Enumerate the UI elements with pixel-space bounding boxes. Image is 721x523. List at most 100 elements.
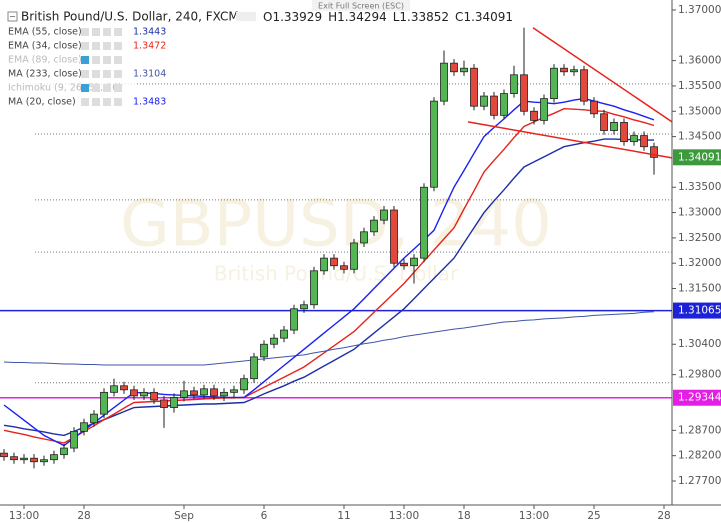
y-tick-label: 1.34500 <box>678 131 721 143</box>
x-tick-label: 13:00 <box>519 510 549 522</box>
legend-icon[interactable] <box>114 28 122 36</box>
candle-body <box>580 69 588 102</box>
legend-icon[interactable] <box>114 70 122 78</box>
candle-body <box>410 257 418 267</box>
candle-body <box>450 62 458 73</box>
legend-icon[interactable] <box>81 98 89 106</box>
candle-body <box>650 146 658 158</box>
x-tick-label: 11 <box>337 510 350 522</box>
legend-icon[interactable] <box>92 28 100 36</box>
candle-body <box>640 135 648 148</box>
legend-icon[interactable] <box>81 84 89 92</box>
y-tick-label: 1.35000 <box>678 105 721 117</box>
price-tag <box>673 389 721 406</box>
candle-body <box>10 456 18 461</box>
y-tick-label: 1.31500 <box>678 283 721 295</box>
candle-body <box>150 391 158 401</box>
candle-body <box>160 399 168 408</box>
legend-icon[interactable] <box>114 56 122 64</box>
y-tick-label: 1.27700 <box>678 475 721 487</box>
x-tick-label: 25 <box>587 510 600 522</box>
candle-body <box>230 389 238 393</box>
candle-body <box>320 257 328 272</box>
legend-icon[interactable] <box>103 98 111 106</box>
candle-body <box>510 74 518 94</box>
candle-body <box>500 93 508 116</box>
candle-body <box>520 74 528 112</box>
trendline <box>532 27 673 123</box>
y-tick-label: 1.28200 <box>678 450 721 462</box>
candle-body <box>110 385 118 393</box>
exit-fullscreen-button[interactable] <box>312 0 410 11</box>
candle-body <box>570 69 578 73</box>
legend-name: EMA (34, close) <box>8 41 82 52</box>
candle-body <box>360 231 368 244</box>
legend-icon[interactable] <box>92 56 100 64</box>
price-tag-label: 1.34091 <box>678 151 721 163</box>
candle-body <box>390 209 398 264</box>
candle-body <box>130 389 138 397</box>
candle-body <box>60 447 68 456</box>
candle-body <box>170 397 178 408</box>
legend-icon[interactable] <box>114 42 122 50</box>
legend-name: Ichimoku (9, 26, 52, 26) <box>8 83 122 94</box>
price-tag-label: 1.29344 <box>678 392 721 404</box>
legend-icon[interactable] <box>92 42 100 50</box>
legend-value: 1.3104 <box>133 69 166 80</box>
candle-body <box>120 385 128 391</box>
y-tick-label: 1.32500 <box>678 232 721 244</box>
chart-title: British Pound/U.S. Dollar, 240, FXCM <box>21 10 239 24</box>
legend-name: EMA (55, close) <box>8 27 82 38</box>
x-tick-label: 13:00 <box>389 510 419 522</box>
legend-icon[interactable] <box>103 70 111 78</box>
y-tick-label: 1.28700 <box>678 424 721 436</box>
watermark-text: GBPUSD, 240 <box>120 188 552 262</box>
y-tick-label: 1.29800 <box>678 369 721 381</box>
price-tag <box>673 149 721 166</box>
legend-icon[interactable] <box>114 98 122 106</box>
x-tick-label: 28 <box>77 510 90 522</box>
candle-body <box>90 413 98 424</box>
candle-body <box>250 356 258 380</box>
legend-value: 1.3472 <box>133 41 166 52</box>
legend-icon[interactable] <box>81 42 89 50</box>
candle-body <box>280 329 288 339</box>
exit-fullscreen-label[interactable]: Exit Full Screen (ESC) <box>318 2 404 11</box>
candle-body <box>440 62 448 102</box>
ohlc-label: L <box>393 10 400 24</box>
candle-body <box>210 388 218 397</box>
candle-body <box>310 270 318 306</box>
candle-body <box>600 113 608 131</box>
legend-icon[interactable] <box>103 28 111 36</box>
candle-body <box>300 304 308 310</box>
legend-icon[interactable] <box>81 28 89 36</box>
legend-icon[interactable] <box>103 56 111 64</box>
legend-icon[interactable] <box>92 70 100 78</box>
legend-icon[interactable] <box>92 98 100 106</box>
trendline <box>467 121 673 159</box>
settings-icons[interactable] <box>236 12 256 21</box>
legend-icon[interactable] <box>81 56 89 64</box>
ohlc-readout: O1.33929 H1.34294 L1.33852 C1.34091 <box>263 10 513 24</box>
candle-body <box>0 452 8 458</box>
y-tick-label: 1.37000 <box>678 4 721 16</box>
candle-body <box>80 422 88 432</box>
legend-name: MA (233, close) <box>8 69 82 80</box>
candle-body <box>240 378 248 391</box>
y-tick-label: 1.33000 <box>678 207 721 219</box>
candle-body <box>380 209 388 221</box>
candle-body <box>200 388 208 396</box>
candle-body <box>530 110 538 121</box>
legend-icon[interactable] <box>103 42 111 50</box>
legend-name: MA (20, close) <box>8 97 76 108</box>
legend-icon[interactable] <box>114 84 122 92</box>
candle-body <box>40 459 48 463</box>
candle-body <box>70 430 78 449</box>
legend-icon[interactable] <box>103 84 111 92</box>
price-tag <box>673 302 721 319</box>
legend-icon[interactable] <box>92 84 100 92</box>
candle-body <box>220 391 228 397</box>
legend-value: 1.3483 <box>133 97 166 108</box>
legend-icon[interactable] <box>81 70 89 78</box>
collapse-icon[interactable] <box>7 11 18 22</box>
